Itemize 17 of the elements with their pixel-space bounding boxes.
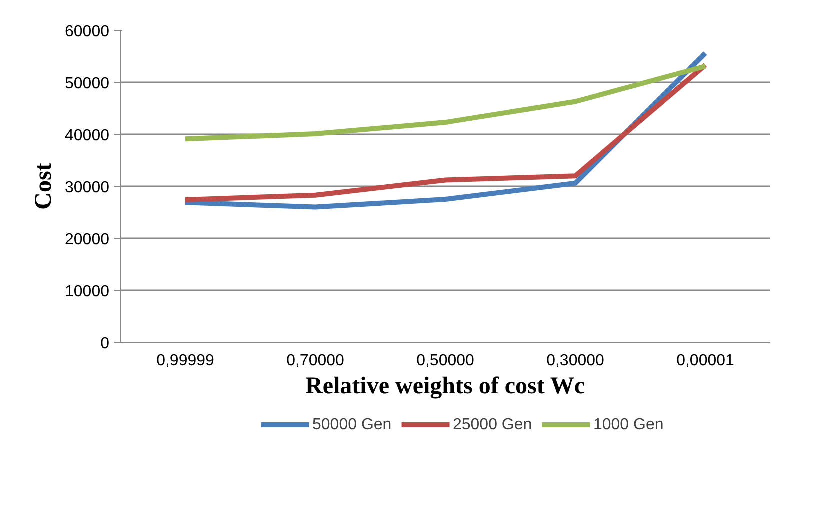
y-tick-label: 0 <box>100 336 110 352</box>
y-tick-label: 20000 <box>65 232 110 248</box>
x-tick-label: 0,00001 <box>676 352 735 370</box>
y-tick-label: 40000 <box>65 128 110 144</box>
x-tick-label: 0,50000 <box>416 352 475 370</box>
y-axis-title: Cost <box>31 163 58 210</box>
legend-label: 1000 Gen <box>593 416 664 434</box>
legend-label: 25000 Gen <box>452 416 532 434</box>
y-tick-label: 30000 <box>65 180 110 196</box>
x-tick-label: 0,70000 <box>286 352 345 370</box>
x-tick-label: 0,99999 <box>156 352 215 370</box>
y-tick-label: 50000 <box>65 76 110 92</box>
legend-label: 50000 Gen <box>312 416 392 434</box>
y-tick-label: 60000 <box>65 24 110 40</box>
x-tick-label: 0,30000 <box>546 352 605 370</box>
y-tick-label: 10000 <box>65 284 110 300</box>
x-axis-title: Relative weights of cost Wc <box>306 374 586 400</box>
